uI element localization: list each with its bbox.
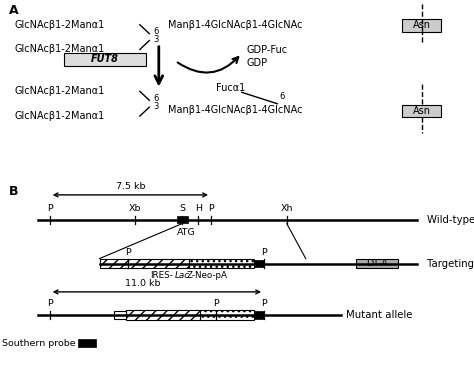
Text: Fucα1: Fucα1 — [216, 83, 245, 93]
Text: FUT8: FUT8 — [91, 55, 119, 64]
Text: DT-A: DT-A — [366, 259, 388, 268]
Bar — [356, 258, 398, 269]
Text: P: P — [261, 299, 267, 308]
Text: B: B — [9, 185, 18, 198]
Text: IRES-: IRES- — [151, 271, 173, 280]
Bar — [100, 258, 189, 269]
Text: GDP-Fuc: GDP-Fuc — [246, 45, 288, 55]
Text: Asn: Asn — [413, 106, 431, 116]
Bar — [254, 260, 264, 267]
Text: 7.5 kb: 7.5 kb — [116, 182, 145, 191]
Text: GlcNAcβ1-2Manα1: GlcNAcβ1-2Manα1 — [14, 20, 104, 30]
Text: 6: 6 — [280, 92, 285, 101]
Bar — [126, 310, 200, 320]
Text: Xb: Xb — [129, 203, 141, 213]
Bar — [254, 311, 264, 318]
Text: P: P — [125, 247, 131, 257]
Text: P: P — [213, 299, 219, 308]
Text: Targeting vector: Targeting vector — [427, 258, 474, 269]
Text: H: H — [195, 203, 201, 213]
Text: Asn: Asn — [413, 20, 431, 30]
Text: Xh: Xh — [281, 203, 293, 213]
Text: 3: 3 — [153, 36, 158, 44]
Text: ATG: ATG — [177, 228, 196, 237]
Text: S: S — [180, 203, 185, 213]
Bar — [177, 216, 188, 223]
Text: P: P — [208, 203, 214, 213]
Text: Wild-type allele: Wild-type allele — [427, 214, 474, 225]
Text: P: P — [261, 247, 267, 257]
Text: Mutant allele: Mutant allele — [346, 310, 412, 320]
Text: GlcNAcβ1-2Manα1: GlcNAcβ1-2Manα1 — [14, 86, 104, 96]
Text: 6: 6 — [153, 94, 158, 103]
Text: Manβ1-4GlcNAcβ1-4GlcNAc: Manβ1-4GlcNAcβ1-4GlcNAc — [168, 105, 303, 115]
Text: 3: 3 — [153, 102, 158, 111]
Text: GlcNAcβ1-2Manα1: GlcNAcβ1-2Manα1 — [14, 111, 104, 121]
Text: Lac: Lac — [175, 271, 190, 280]
Bar — [189, 258, 254, 269]
Bar — [78, 339, 96, 347]
FancyBboxPatch shape — [402, 19, 441, 31]
Text: A: A — [9, 4, 18, 17]
Text: GDP: GDP — [246, 58, 268, 68]
Text: 11.0 kb: 11.0 kb — [125, 279, 160, 288]
Text: Z-Neo-pA: Z-Neo-pA — [187, 271, 228, 280]
Text: GlcNAcβ1-2Manα1: GlcNAcβ1-2Manα1 — [14, 45, 104, 55]
FancyBboxPatch shape — [64, 53, 146, 66]
Text: Manβ1-4GlcNAcβ1-4GlcNAc: Manβ1-4GlcNAcβ1-4GlcNAc — [168, 20, 303, 30]
Bar — [114, 311, 126, 318]
Text: P: P — [47, 203, 53, 213]
Text: P: P — [47, 299, 53, 308]
Bar — [200, 310, 254, 320]
Text: Southern probe: Southern probe — [2, 339, 76, 348]
Text: 6: 6 — [153, 27, 158, 36]
FancyBboxPatch shape — [402, 105, 441, 117]
